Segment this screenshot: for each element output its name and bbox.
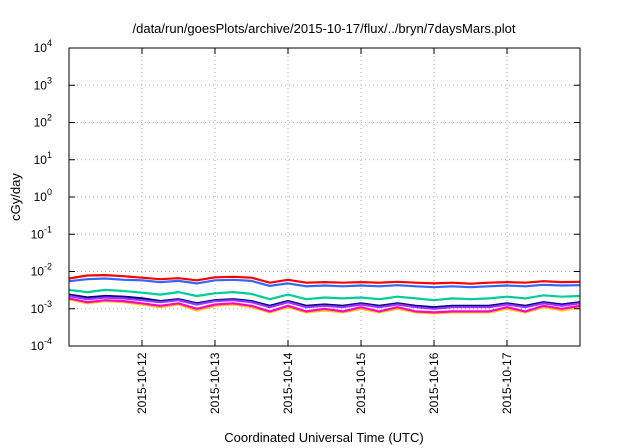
y-tick-label: 10-1 — [31, 224, 52, 241]
y-tick-label: 10-3 — [31, 299, 52, 316]
chart-title: /data/run/goesPlots/archive/2015-10-17/f… — [133, 21, 516, 36]
series-line-7 — [68, 297, 581, 314]
y-axis-label: cGy/day — [8, 173, 23, 221]
y-tick-label: 102 — [34, 113, 52, 130]
series-group — [68, 274, 581, 315]
y-tick-label: 103 — [34, 75, 52, 92]
series-line-4 — [68, 293, 581, 309]
y-tick-label: 100 — [34, 187, 52, 204]
y-tick-label: 101 — [34, 150, 52, 167]
x-tick-label: 2015-10-14 — [281, 352, 295, 414]
x-axis: 2015-10-12 2015-10-13 2015-10-14 2015-10-15… — [135, 48, 514, 414]
series-line-1 — [68, 274, 581, 285]
series-line-2 — [68, 277, 581, 289]
y-tick-label: 104 — [34, 38, 52, 55]
x-tick-label: 2015-10-16 — [427, 352, 441, 414]
x-tick-label: 2015-10-12 — [135, 352, 149, 414]
x-tick-label: 2015-10-17 — [500, 352, 514, 414]
series-line-3 — [68, 288, 581, 302]
y-tick-label: 10-2 — [31, 262, 52, 279]
series-line-5 — [68, 294, 581, 310]
y-axis: 10-4 10-3 10-2 10-1 100 101 102 103 104 — [31, 38, 580, 353]
y-tick-label: 10-4 — [31, 336, 52, 353]
series-line-6 — [68, 298, 581, 315]
x-tick-label: 2015-10-15 — [354, 352, 368, 414]
x-axis-label: Coordinated Universal Time (UTC) — [224, 430, 423, 445]
x-tick-label: 2015-10-13 — [208, 352, 222, 414]
